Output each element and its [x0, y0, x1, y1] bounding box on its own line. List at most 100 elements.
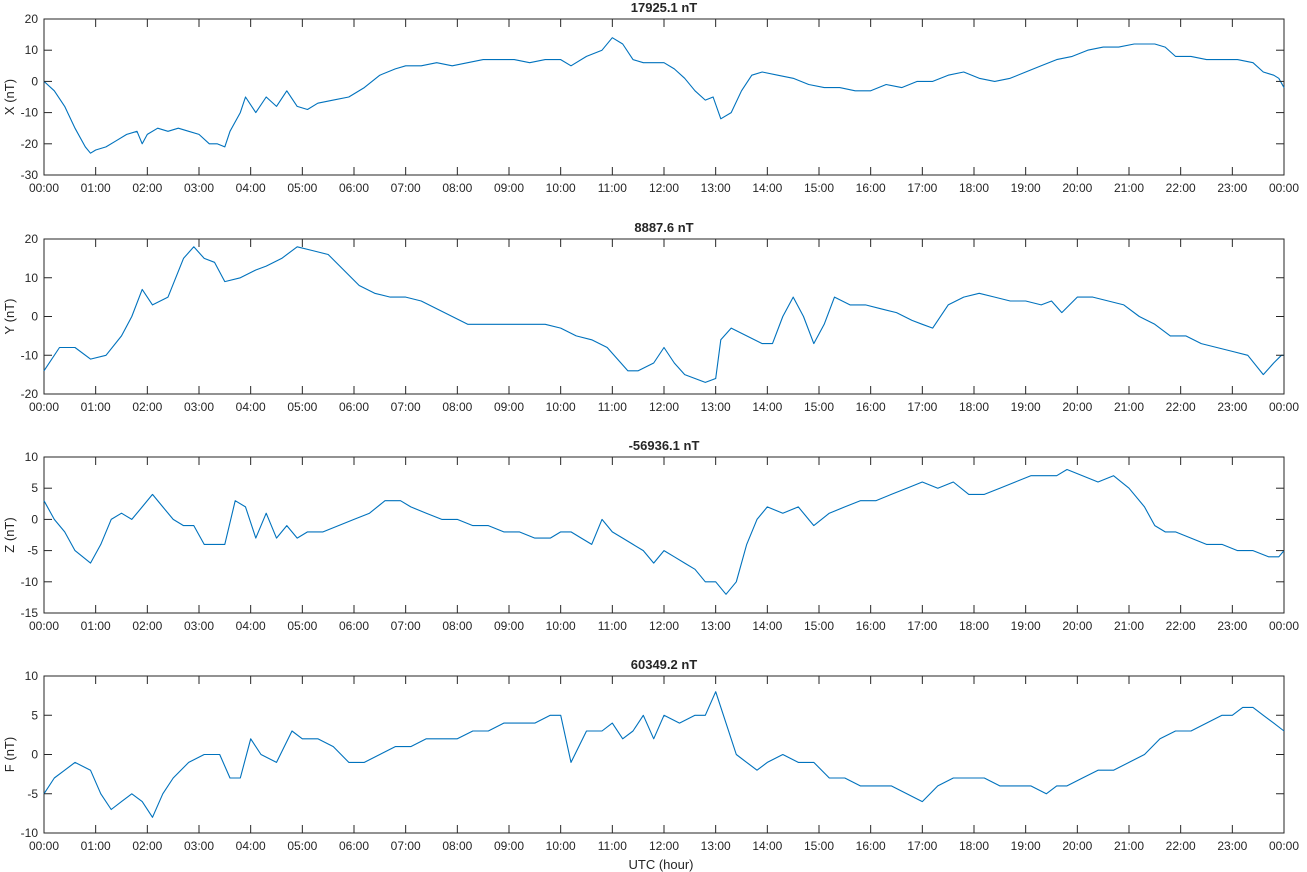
x-tick-label-f: 12:00 — [649, 839, 679, 853]
x-tick-label-f: 00:00 — [29, 839, 59, 853]
x-tick-label-z: 22:00 — [1166, 619, 1196, 633]
x-tick-label-x: 00:00 — [29, 181, 59, 195]
x-tick-label-f: 20:00 — [1062, 839, 1092, 853]
x-tick-label-y: 05:00 — [287, 400, 317, 414]
y-tick-label-y: 20 — [25, 232, 39, 246]
y-axis-label-x: X (nT) — [2, 79, 17, 115]
y-tick-label-y: -10 — [21, 348, 39, 362]
x-tick-label-z: 10:00 — [546, 619, 576, 633]
y-tick-label-f: -10 — [21, 826, 39, 840]
x-tick-label-x: 20:00 — [1062, 181, 1092, 195]
x-tick-label-z: 02:00 — [132, 619, 162, 633]
x-tick-label-z: 14:00 — [752, 619, 782, 633]
x-tick-label-z: 08:00 — [442, 619, 472, 633]
x-tick-label-y: 01:00 — [81, 400, 111, 414]
panel-title-z: -56936.1 nT — [629, 438, 700, 453]
y-tick-label-z: -10 — [21, 575, 39, 589]
x-tick-label-y: 06:00 — [339, 400, 369, 414]
x-tick-label-z: 04:00 — [236, 619, 266, 633]
x-tick-label-z: 06:00 — [339, 619, 369, 633]
x-tick-label-y: 21:00 — [1114, 400, 1144, 414]
series-line-z — [43, 468, 1285, 595]
x-tick-label-f: 04:00 — [236, 839, 266, 853]
x-tick-label-x: 03:00 — [184, 181, 214, 195]
x-tick-label-f: 21:00 — [1114, 839, 1144, 853]
panel-x: 00:00 01:00 02:00 03:00 04:00 05:00 06:00 07:00… — [2, 0, 1299, 195]
x-tick-label-x: 08:00 — [442, 181, 472, 195]
y-tick-label-z: -15 — [21, 606, 39, 620]
x-tick-label-z: 13:00 — [701, 619, 731, 633]
x-tick-label-y: 08:00 — [442, 400, 472, 414]
y-tick-label-y: -20 — [21, 387, 39, 401]
x-tick-label-z: 18:00 — [959, 619, 989, 633]
x-tick-label-f: 11:00 — [598, 839, 627, 853]
y-tick-label-z: 10 — [25, 450, 39, 464]
x-tick-label-x: 19:00 — [1011, 181, 1041, 195]
x-axis-label: UTC (hour) — [628, 857, 693, 872]
x-tick-label-x: 09:00 — [494, 181, 524, 195]
y-tick-label-y: 0 — [31, 310, 38, 324]
x-tick-label-x: 23:00 — [1217, 181, 1247, 195]
x-tick-label-x: 16:00 — [856, 181, 886, 195]
x-tick-label-x: 07:00 — [391, 181, 421, 195]
x-tick-label-z: 11:00 — [598, 619, 627, 633]
panel-z: 00:00 01:00 02:00 03:00 04:00 05:00 06:00 07:00… — [2, 438, 1299, 633]
x-tick-label-x: 17:00 — [907, 181, 937, 195]
y-tick-label-x: -10 — [21, 106, 39, 120]
y-tick-label-x: 20 — [25, 12, 39, 26]
x-tick-label-y: 07:00 — [391, 400, 421, 414]
x-tick-label-f: 16:00 — [856, 839, 886, 853]
panel-y: 00:00 01:00 02:00 03:00 04:00 05:00 06:00 07:00… — [2, 220, 1299, 414]
x-tick-label-f: 19:00 — [1011, 839, 1041, 853]
x-tick-label-z: 15:00 — [804, 619, 834, 633]
x-tick-label-f: 23:00 — [1217, 839, 1247, 853]
panel-f: 00:00 01:00 02:00 03:00 04:00 05:00 06:00 07:00… — [2, 657, 1299, 853]
panel-title-f: 60349.2 nT — [631, 657, 698, 672]
x-tick-label-f: 06:00 — [339, 839, 369, 853]
x-tick-label-y: 00:00 — [1269, 400, 1299, 414]
x-tick-label-y: 11:00 — [598, 400, 627, 414]
panel-title-x: 17925.1 nT — [631, 0, 698, 15]
x-tick-label-x: 06:00 — [339, 181, 369, 195]
x-tick-label-f: 08:00 — [442, 839, 472, 853]
x-tick-label-f: 03:00 — [184, 839, 214, 853]
x-tick-label-f: 05:00 — [287, 839, 317, 853]
x-tick-label-z: 19:00 — [1011, 619, 1041, 633]
x-tick-label-f: 18:00 — [959, 839, 989, 853]
x-tick-label-x: 18:00 — [959, 181, 989, 195]
y-tick-label-f: 10 — [25, 669, 39, 683]
x-tick-label-f: 13:00 — [701, 839, 731, 853]
x-tick-label-x: 05:00 — [287, 181, 317, 195]
x-tick-label-f: 02:00 — [132, 839, 162, 853]
x-tick-label-z: 00:00 — [29, 619, 59, 633]
y-axis-label-y: Y (nT) — [2, 299, 17, 335]
x-tick-label-y: 23:00 — [1217, 400, 1247, 414]
y-tick-label-x: 10 — [25, 43, 39, 57]
x-tick-label-f: 09:00 — [494, 839, 524, 853]
x-tick-label-x: 04:00 — [236, 181, 266, 195]
x-tick-label-x: 11:00 — [598, 181, 627, 195]
x-tick-label-y: 17:00 — [907, 400, 937, 414]
x-tick-label-z: 01:00 — [81, 619, 111, 633]
x-tick-label-x: 22:00 — [1166, 181, 1196, 195]
x-tick-label-y: 03:00 — [184, 400, 214, 414]
y-axis-label-f: F (nT) — [2, 737, 17, 772]
x-tick-label-z: 03:00 — [184, 619, 214, 633]
x-tick-label-f: 14:00 — [752, 839, 782, 853]
x-tick-label-y: 16:00 — [856, 400, 886, 414]
x-tick-label-y: 14:00 — [752, 400, 782, 414]
panel-title-y: 8887.6 nT — [634, 220, 693, 235]
x-tick-label-x: 01:00 — [81, 181, 111, 195]
series-line-f — [43, 691, 1285, 818]
x-tick-label-y: 20:00 — [1062, 400, 1092, 414]
x-tick-label-z: 21:00 — [1114, 619, 1144, 633]
x-tick-label-y: 13:00 — [701, 400, 731, 414]
panels: 00:00 01:00 02:00 03:00 04:00 05:00 06:00 07:00… — [2, 0, 1299, 853]
y-tick-label-y: 10 — [25, 271, 39, 285]
x-tick-label-y: 22:00 — [1166, 400, 1196, 414]
x-tick-label-x: 12:00 — [649, 181, 679, 195]
x-tick-label-y: 02:00 — [132, 400, 162, 414]
x-tick-label-x: 02:00 — [132, 181, 162, 195]
